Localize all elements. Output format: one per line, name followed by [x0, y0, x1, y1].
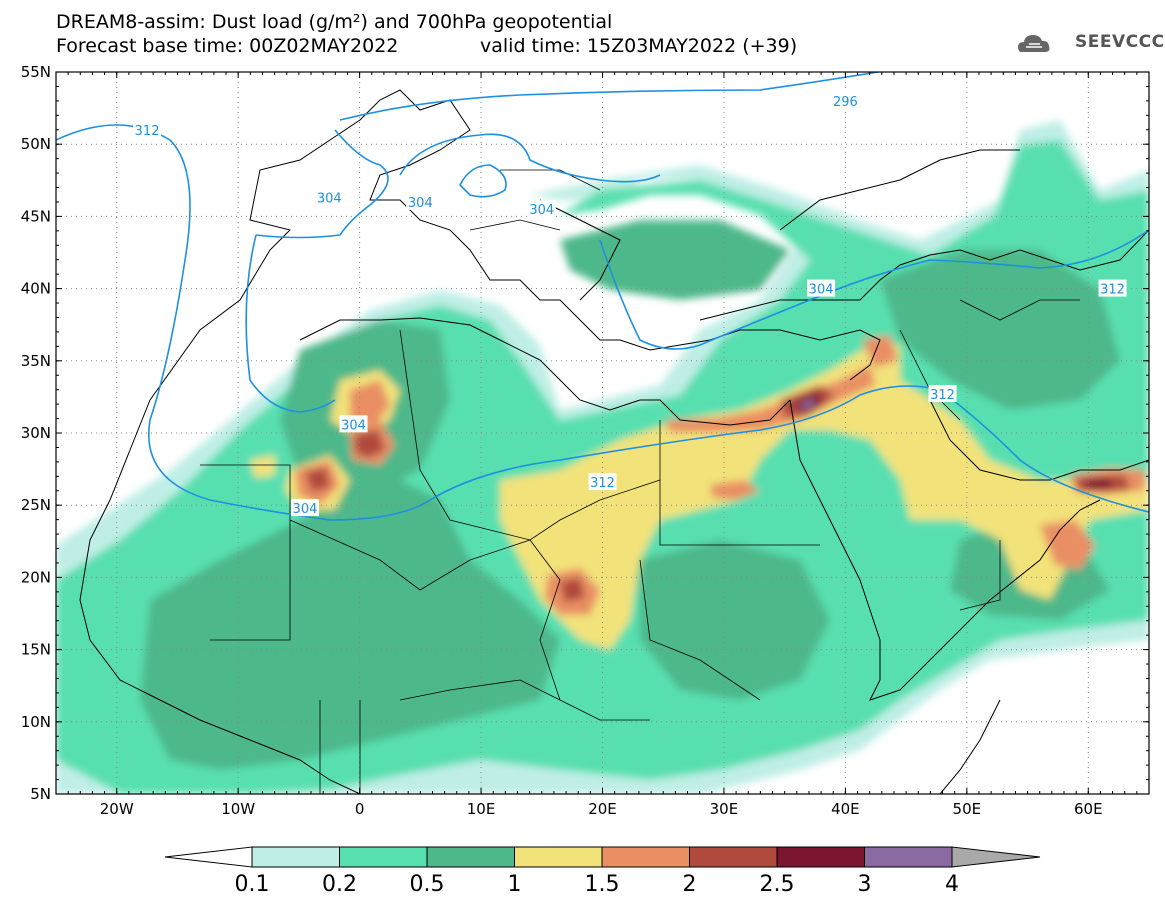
- colorbar-label: 4: [945, 872, 959, 897]
- colorbar-low-triangle: [164, 846, 253, 868]
- dust-band-1.5: [1040, 520, 1095, 570]
- lat-tick-label: 5N: [30, 785, 51, 803]
- colorbar-label: 2.5: [759, 872, 795, 897]
- lat-tick-label: 20N: [21, 568, 51, 586]
- contour-label-bg: [133, 120, 162, 138]
- contour-label-bg: [807, 279, 836, 297]
- contour-label-bg: [928, 385, 957, 403]
- colorbar-swatch: [251, 846, 340, 868]
- colorbar-high-triangle: [951, 846, 1041, 868]
- contour-labels: 312 304 304 304 296 304 304 312 312 304 312: [133, 91, 1127, 517]
- contour-label: 304: [317, 192, 342, 207]
- dust-band-1: [250, 455, 275, 478]
- colorbar-swatch: [339, 846, 428, 868]
- contour-label: 312: [135, 124, 160, 139]
- valid-time: valid time: 15Z03MAY2022 (+39): [480, 35, 798, 57]
- lat-tick-label: 40N: [21, 280, 51, 298]
- contour-label-bg: [831, 91, 860, 109]
- lat-tick-label: 35N: [21, 352, 51, 370]
- dust-band-2: [305, 468, 330, 492]
- lon-tick-label: 20E: [588, 800, 617, 818]
- lon-tick-label: 10W: [221, 800, 255, 818]
- contour-label: 304: [293, 502, 318, 517]
- colorbar-label: 3: [857, 872, 872, 897]
- lon-tick-label: 60E: [1074, 800, 1103, 818]
- colorbar-label: 0.5: [409, 872, 445, 897]
- lon-tick-label: 50E: [953, 800, 982, 818]
- lon-tick-label: 20W: [100, 800, 134, 818]
- latitude-labels: 55N 50N 45N 40N 35N 30N 25N 20N 15N 10N 5N: [21, 63, 51, 803]
- contour-label: 304: [809, 283, 834, 298]
- dust-band-1.5: [862, 335, 898, 368]
- contour-label: 312: [1100, 283, 1125, 298]
- colorbar-label: 1.5: [584, 872, 620, 897]
- lat-tick-label: 50N: [21, 135, 51, 153]
- lat-tick-label: 30N: [21, 424, 51, 442]
- lat-tick-label: 15N: [21, 641, 51, 659]
- contour-label: 304: [341, 418, 366, 433]
- contour-label-bg: [1098, 279, 1127, 297]
- colorbar-swatch: [601, 846, 690, 868]
- colorbar-swatch: [689, 846, 778, 868]
- colorbar-swatch: [426, 846, 515, 868]
- graticule: [56, 72, 1149, 794]
- contour-label: 304: [529, 203, 554, 218]
- dust-band-0.5: [640, 540, 830, 700]
- colorbar-swatch: [514, 846, 603, 868]
- axis-ticks: [55, 71, 1150, 795]
- lat-tick-label: 25N: [21, 496, 51, 514]
- contour-label-bg: [527, 200, 556, 218]
- dust-band-3: [800, 398, 815, 410]
- colorbar-label: 0.1: [234, 872, 270, 897]
- lon-tick-label: 10E: [467, 800, 496, 818]
- contour-label: 296: [833, 95, 858, 110]
- dust-band-2.5: [1085, 478, 1112, 489]
- lat-tick-label: 45N: [21, 207, 51, 225]
- dust-band-1.5: [665, 365, 875, 432]
- dust-band-1.5: [350, 380, 390, 425]
- contour-label: 304: [408, 196, 433, 211]
- colorbar-swatch: [776, 846, 865, 868]
- dust-band-2: [355, 430, 385, 458]
- lon-tick-label: 30E: [710, 800, 739, 818]
- dust-band-0.5: [560, 220, 790, 300]
- dust-band-2: [560, 578, 585, 602]
- contour-label: 312: [930, 388, 955, 403]
- contour-label-bg: [315, 188, 344, 206]
- colorbar-swatch: [864, 846, 953, 868]
- colorbar-label: 2: [682, 872, 697, 897]
- lat-tick-label: 10N: [21, 713, 51, 731]
- contour-label-bg: [339, 415, 368, 433]
- longitude-labels: 20W 10W 0 10E 20E 30E 40E 50E 60E: [100, 800, 1103, 818]
- lon-tick-label: 40E: [831, 800, 860, 818]
- contour-label: 312: [590, 476, 615, 491]
- lat-tick-label: 55N: [21, 63, 51, 81]
- map-title: DREAM8-assim: Dust load (g/m²) and 700hP…: [56, 11, 613, 33]
- forecast-base-time: Forecast base time: 00Z02MAY2022: [56, 35, 399, 57]
- contour-label-bg: [290, 499, 319, 517]
- logo-text: SEEVCCC: [1075, 32, 1165, 52]
- contour-label-bg: [406, 192, 435, 210]
- dust-band-0.5: [880, 250, 1120, 410]
- cloud-icon: [1018, 35, 1050, 52]
- contour-label-bg: [588, 473, 617, 491]
- colorbar-label: 1: [507, 872, 522, 897]
- coastlines: [79, 89, 1149, 794]
- dust-band-0.5: [140, 470, 560, 770]
- colorbar-label: 0.2: [322, 872, 357, 897]
- colorbar: [164, 846, 1041, 868]
- dust-band-1.5: [710, 480, 760, 500]
- lon-tick-label: 0: [355, 800, 365, 818]
